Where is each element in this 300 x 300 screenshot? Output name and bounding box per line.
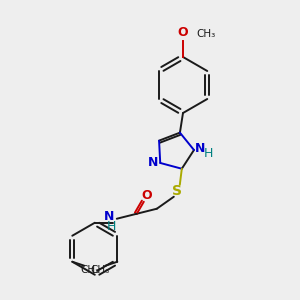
Text: CH₃: CH₃: [80, 265, 99, 275]
Text: CH₃: CH₃: [196, 29, 215, 39]
Text: N: N: [195, 142, 205, 154]
Text: O: O: [178, 26, 188, 39]
Text: N: N: [148, 157, 158, 169]
Text: H: H: [107, 220, 116, 233]
Text: O: O: [142, 189, 152, 202]
Text: S: S: [172, 184, 182, 198]
Text: N: N: [103, 210, 114, 223]
Text: CH₃: CH₃: [90, 265, 110, 275]
Text: H: H: [203, 146, 213, 160]
